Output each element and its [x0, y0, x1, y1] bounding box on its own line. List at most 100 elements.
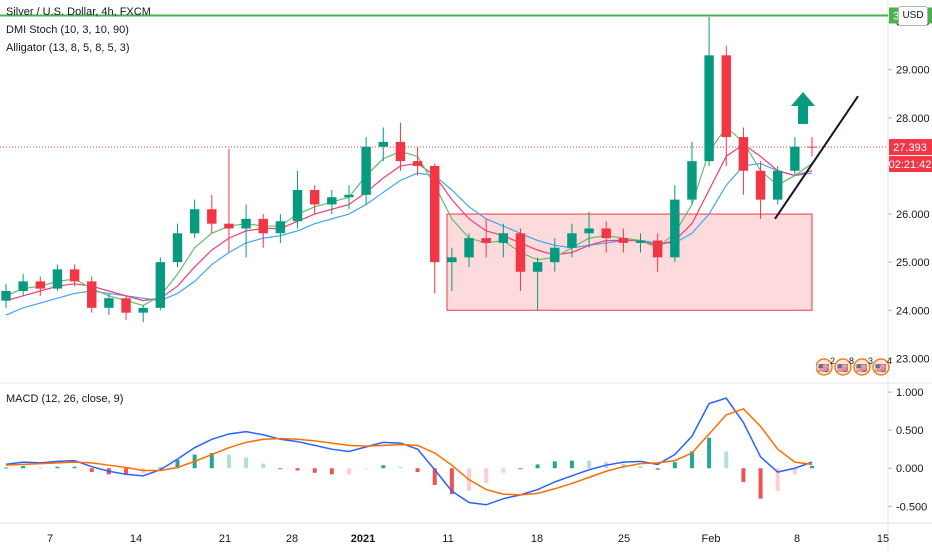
candle-body [567, 233, 577, 248]
macd-histogram-bar [261, 463, 266, 469]
time-tick-label: 18 [531, 533, 543, 545]
macd-histogram-bar [226, 454, 231, 469]
event-flag-icon[interactable]: 🇺🇸 4 [872, 356, 892, 376]
time-tick-label: 21 [219, 533, 231, 545]
macd-histogram-bar [775, 468, 780, 492]
symbol-title[interactable]: Silver / U.S. Dollar, 4h, FXCM [6, 6, 151, 18]
macd-histogram-bar [792, 468, 797, 475]
macd-histogram-bar [689, 451, 694, 469]
candle-body [361, 146, 371, 195]
candle-body [498, 233, 509, 243]
candle-body [292, 190, 303, 222]
candle-body [18, 281, 28, 292]
macd-histogram-bar [569, 460, 574, 469]
svg-text:2: 2 [830, 356, 835, 366]
macd-histogram-bar [484, 468, 489, 484]
candle-body [35, 281, 46, 289]
time-tick-label: 2021 [351, 533, 375, 545]
macd-histogram-bar [21, 465, 26, 469]
candle-body [738, 137, 749, 171]
event-flag-icon[interactable]: 🇺🇸 3 [853, 356, 873, 376]
currency-button[interactable]: USD [898, 6, 928, 26]
candle-body [224, 223, 234, 229]
countdown-tag [889, 156, 932, 173]
event-flag-icon[interactable]: 🇺🇸 2 [816, 356, 835, 376]
candle-body [584, 228, 594, 234]
candle-body [447, 257, 457, 263]
macd-histogram-bar [535, 464, 540, 469]
macd-legend[interactable]: MACD (12, 26, close, 9) [6, 393, 124, 405]
macd-histogram-bar [55, 466, 60, 469]
candle-body [207, 209, 217, 224]
last-price-value: 27.393 [893, 142, 927, 154]
trend-line [774, 95, 859, 220]
macd-histogram-bar [638, 465, 643, 469]
candle-body [652, 240, 663, 258]
candle-body [155, 262, 166, 308]
candle-body [790, 146, 800, 171]
macd-histogram-bar [415, 468, 420, 473]
candle-body [532, 262, 543, 272]
macd-histogram-bar [38, 467, 43, 469]
macd-histogram-bar [329, 468, 334, 475]
price-tick-label: 26.000 [896, 209, 930, 221]
candle-body [52, 269, 63, 289]
candle-body [481, 238, 491, 243]
candle-body [309, 190, 320, 205]
macd-histogram-bar [587, 460, 592, 469]
macd-histogram-bar [655, 468, 660, 470]
macd-histogram-bar [501, 468, 506, 473]
candle-body [430, 165, 440, 263]
time-tick-label: 15 [877, 533, 889, 545]
candle-body [69, 269, 80, 282]
macd-histogram-bar [810, 465, 814, 469]
macd-histogram-bar [552, 461, 557, 469]
time-tick-label: Feb [702, 533, 721, 545]
candle-body [344, 194, 354, 198]
macd-histogram-bar [741, 468, 746, 482]
time-tick-label: 7 [47, 533, 53, 545]
svg-text:3: 3 [868, 356, 873, 366]
alligator-legend[interactable]: Alligator (13, 8, 5, 8, 5, 3) [6, 42, 130, 54]
svg-text:🇺🇸: 🇺🇸 [875, 363, 886, 373]
macd-histogram-bar [398, 466, 403, 469]
time-tick-label: 28 [286, 533, 298, 545]
svg-text:4: 4 [887, 356, 892, 366]
price-tick-label: 29.000 [896, 65, 930, 77]
up-arrow-icon [791, 92, 815, 124]
event-flag-icon[interactable]: 🇺🇸 8 [834, 356, 854, 376]
macd-histogram-bar [124, 468, 129, 476]
macd-tick-label: 0.000 [896, 463, 924, 475]
macd-line [5, 397, 813, 506]
macd-histogram-bar [312, 468, 317, 473]
macd-histogram-bar [432, 468, 437, 485]
macd-histogram-bar [672, 462, 677, 469]
candle-body [395, 141, 406, 162]
candle-body [104, 298, 114, 308]
macd-tick-label: 0.500 [896, 425, 924, 437]
macd-tick-label: -0.500 [896, 501, 927, 513]
economic-events[interactable]: 🇺🇸 2 🇺🇸 8 🇺🇸 3 🇺🇸 4 [816, 356, 892, 378]
candle-body [138, 307, 148, 313]
candle-body [687, 161, 697, 200]
candle-body [704, 55, 714, 162]
time-tick-label: 14 [130, 533, 142, 545]
macd-histogram-bar [449, 468, 454, 495]
candle-body [464, 238, 474, 258]
macd-histogram-bar [72, 466, 77, 469]
candle-body [241, 218, 251, 229]
dmi-stoch-legend[interactable]: DMI Stoch (10, 3, 10, 90) [6, 24, 129, 36]
candle-body [172, 233, 183, 263]
candle-body [635, 240, 646, 243]
price-tick-label: 28.000 [896, 113, 930, 125]
svg-text:8: 8 [849, 356, 854, 366]
candle-body [721, 55, 731, 138]
candle-body [755, 170, 766, 200]
macd-histogram-bar [89, 468, 94, 473]
candle-body [378, 141, 388, 147]
candle-body [670, 199, 680, 258]
time-tick-label: 11 [442, 533, 453, 545]
macd-histogram-bar [175, 459, 180, 469]
